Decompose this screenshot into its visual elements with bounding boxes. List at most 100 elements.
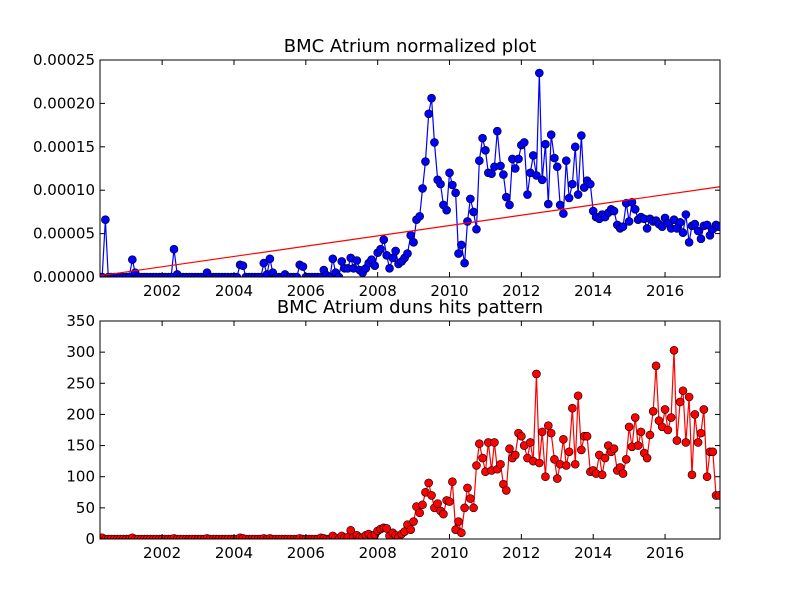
point — [424, 109, 433, 119]
point — [370, 261, 380, 271]
point — [577, 445, 586, 455]
point — [259, 258, 269, 268]
point — [633, 441, 643, 450]
point — [564, 447, 574, 457]
point — [510, 164, 520, 173]
point — [535, 68, 544, 78]
point — [699, 405, 709, 414]
x-tick-label: 2002 — [143, 282, 181, 300]
series-line — [101, 73, 720, 277]
point — [481, 145, 490, 155]
point — [564, 193, 574, 203]
point — [475, 439, 484, 449]
x-tick-label: 2014 — [574, 282, 612, 300]
point — [561, 156, 571, 165]
x-tick-label: 2004 — [215, 282, 253, 300]
point — [379, 235, 389, 244]
point — [436, 179, 445, 189]
point — [238, 261, 248, 271]
point — [550, 454, 559, 464]
point — [514, 154, 523, 164]
point — [501, 192, 511, 202]
y-tick-label: 0.00015 — [33, 138, 95, 156]
point — [292, 272, 302, 277]
point — [624, 217, 634, 226]
point — [457, 528, 466, 538]
axes-frame — [99, 59, 721, 278]
point — [559, 435, 568, 444]
point — [403, 249, 412, 258]
point — [568, 179, 577, 189]
point — [448, 180, 457, 190]
point — [478, 133, 487, 143]
point — [714, 491, 720, 500]
point — [466, 494, 475, 503]
point — [550, 153, 559, 163]
point — [454, 249, 463, 258]
y-tick-label: 0.00000 — [33, 268, 95, 286]
point — [460, 503, 469, 513]
point — [636, 427, 646, 437]
point — [265, 254, 275, 264]
point — [469, 503, 478, 513]
point — [681, 438, 691, 447]
x-tick-label: 2014 — [574, 544, 612, 562]
point — [517, 431, 526, 441]
point — [702, 220, 712, 230]
plot-area: BMC Atrium normalized plot 0.00000 0.00005… — [33, 36, 721, 300]
point — [573, 190, 583, 199]
point — [427, 491, 436, 500]
point — [421, 157, 430, 166]
point — [535, 458, 544, 468]
point — [466, 194, 475, 204]
point — [577, 131, 586, 140]
point — [501, 486, 511, 495]
y-tick-label: 50 — [76, 499, 95, 517]
point — [532, 369, 541, 379]
point — [528, 151, 538, 160]
y-tick-label: 0.00010 — [33, 181, 95, 199]
point — [702, 472, 712, 482]
point — [651, 361, 661, 371]
point — [454, 517, 463, 526]
point — [573, 391, 583, 401]
point — [439, 509, 448, 519]
point — [621, 454, 631, 464]
point — [391, 246, 400, 256]
point — [523, 190, 532, 199]
point — [600, 453, 610, 463]
point — [427, 93, 436, 103]
point — [475, 156, 484, 165]
y-tick-label: 350 — [66, 312, 95, 330]
x-tick-label: 2010 — [430, 544, 468, 562]
y-tick-label: 150 — [66, 437, 95, 455]
chart-title: BMC Atrium duns hits pattern — [277, 297, 543, 318]
x-tick-label: 2008 — [359, 544, 397, 562]
point — [505, 200, 514, 210]
point — [663, 425, 673, 435]
point — [510, 450, 520, 460]
point — [597, 470, 607, 480]
point — [433, 499, 442, 508]
point — [526, 438, 535, 447]
point — [169, 244, 179, 254]
point — [472, 461, 481, 470]
y-tick-label: 250 — [66, 374, 95, 392]
point — [415, 211, 424, 221]
point — [681, 210, 691, 219]
point — [561, 461, 571, 470]
point — [537, 175, 547, 185]
point — [714, 222, 720, 231]
point — [684, 392, 694, 402]
x-tick-label: 2010 — [430, 282, 468, 300]
y-tick-label: 100 — [66, 468, 95, 486]
point — [642, 224, 652, 233]
y-tick-label: 0.00005 — [33, 225, 95, 243]
point — [693, 226, 703, 236]
point — [424, 478, 433, 488]
point — [546, 428, 556, 438]
point — [570, 142, 580, 152]
point — [472, 224, 481, 234]
